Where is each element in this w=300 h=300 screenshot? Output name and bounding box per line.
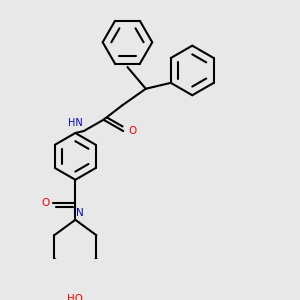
Text: N: N <box>76 208 84 218</box>
Text: O: O <box>41 198 50 208</box>
Text: HO: HO <box>67 294 83 300</box>
Text: O: O <box>128 126 136 136</box>
Text: HN: HN <box>68 118 82 128</box>
